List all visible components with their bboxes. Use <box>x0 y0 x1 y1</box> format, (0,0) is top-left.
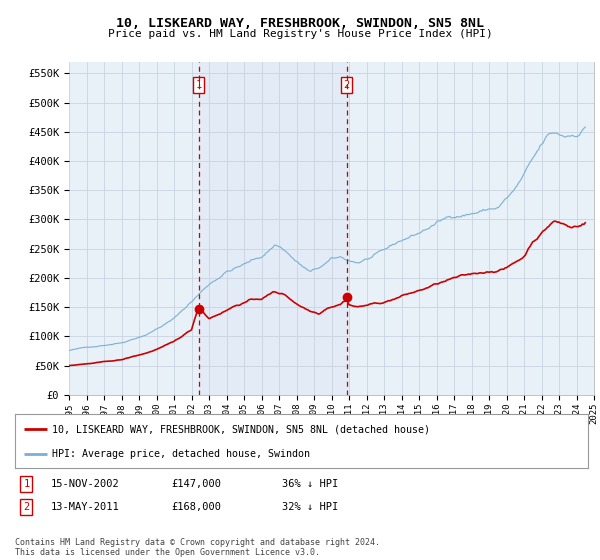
Bar <box>199 62 347 395</box>
Text: 1: 1 <box>23 479 29 489</box>
Text: 15-NOV-2002: 15-NOV-2002 <box>51 479 120 489</box>
Text: 2: 2 <box>23 502 29 512</box>
Text: 32% ↓ HPI: 32% ↓ HPI <box>282 502 338 512</box>
Text: £147,000: £147,000 <box>171 479 221 489</box>
Text: 36% ↓ HPI: 36% ↓ HPI <box>282 479 338 489</box>
Text: 10, LISKEARD WAY, FRESHBROOK, SWINDON, SN5 8NL: 10, LISKEARD WAY, FRESHBROOK, SWINDON, S… <box>116 17 484 30</box>
Text: Contains HM Land Registry data © Crown copyright and database right 2024.
This d: Contains HM Land Registry data © Crown c… <box>15 538 380 557</box>
Text: 10, LISKEARD WAY, FRESHBROOK, SWINDON, SN5 8NL (detached house): 10, LISKEARD WAY, FRESHBROOK, SWINDON, S… <box>52 424 430 435</box>
Text: 1: 1 <box>196 80 202 90</box>
Text: £168,000: £168,000 <box>171 502 221 512</box>
Text: HPI: Average price, detached house, Swindon: HPI: Average price, detached house, Swin… <box>52 449 310 459</box>
Text: 13-MAY-2011: 13-MAY-2011 <box>51 502 120 512</box>
Text: Price paid vs. HM Land Registry's House Price Index (HPI): Price paid vs. HM Land Registry's House … <box>107 29 493 39</box>
Text: 2: 2 <box>344 80 350 90</box>
